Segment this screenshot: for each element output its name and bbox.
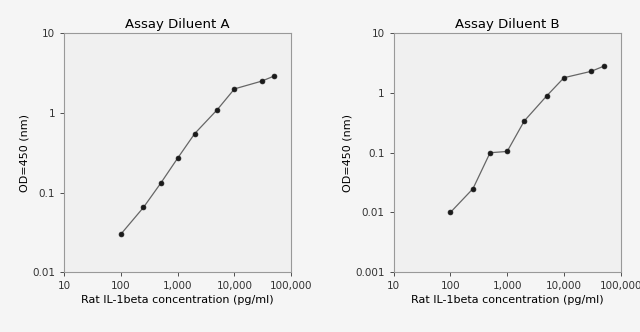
Y-axis label: OD=450 (nm): OD=450 (nm) (19, 114, 29, 192)
Y-axis label: OD=450 (nm): OD=450 (nm) (342, 114, 352, 192)
X-axis label: Rat IL-1beta concentration (pg/ml): Rat IL-1beta concentration (pg/ml) (411, 295, 604, 305)
Title: Assay Diluent B: Assay Diluent B (455, 18, 559, 31)
Title: Assay Diluent A: Assay Diluent A (125, 18, 230, 31)
X-axis label: Rat IL-1beta concentration (pg/ml): Rat IL-1beta concentration (pg/ml) (81, 295, 274, 305)
